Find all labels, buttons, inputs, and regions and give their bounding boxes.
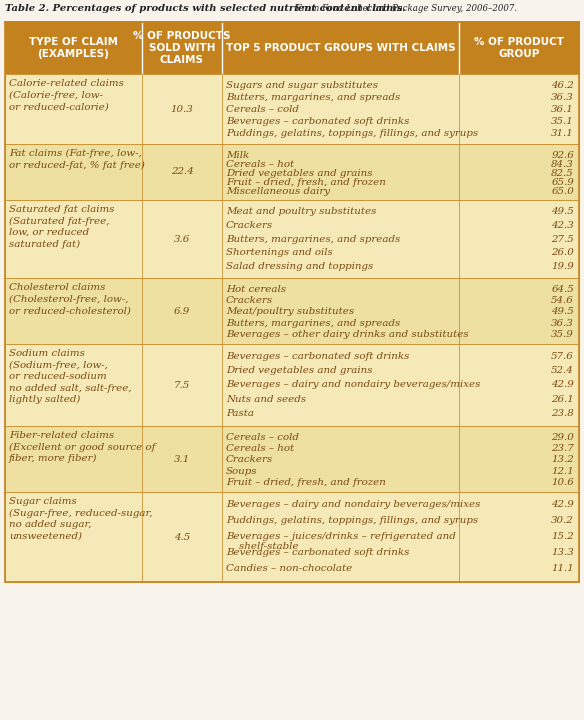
Text: Dried vegetables and grains: Dried vegetables and grains — [226, 169, 373, 178]
Text: Crackers: Crackers — [226, 456, 273, 464]
Text: Pasta: Pasta — [226, 409, 254, 418]
Text: % OF PRODUCTS
SOLD WITH
CLAIMS: % OF PRODUCTS SOLD WITH CLAIMS — [133, 31, 231, 65]
Text: Hot cereals: Hot cereals — [226, 285, 286, 294]
Text: 52.4: 52.4 — [551, 366, 574, 375]
Text: Sugars and sugar substitutes: Sugars and sugar substitutes — [226, 81, 378, 90]
Text: Candies – non-chocolate: Candies – non-chocolate — [226, 564, 352, 573]
Text: Milk: Milk — [226, 150, 249, 160]
Text: 36.3: 36.3 — [551, 93, 574, 102]
Text: 31.1: 31.1 — [551, 129, 574, 138]
Text: 65.9: 65.9 — [551, 179, 574, 187]
Text: Cereals – hot: Cereals – hot — [226, 444, 294, 453]
Text: 22.4: 22.4 — [171, 168, 193, 176]
Text: 82.5: 82.5 — [551, 169, 574, 178]
Text: Fiber-related claims
(Excellent or good source of
fiber, more fiber): Fiber-related claims (Excellent or good … — [9, 431, 155, 463]
Text: 19.9: 19.9 — [551, 262, 574, 271]
Text: TOP 5 PRODUCT GROUPS WITH CLAIMS: TOP 5 PRODUCT GROUPS WITH CLAIMS — [225, 43, 456, 53]
Text: 13.3: 13.3 — [551, 548, 574, 557]
Text: Meat and poultry substitutes: Meat and poultry substitutes — [226, 207, 376, 217]
Text: Crackers: Crackers — [226, 221, 273, 230]
Text: Beverages – other dairy drinks and substitutes: Beverages – other dairy drinks and subst… — [226, 330, 468, 339]
Text: Butters, margarines, and spreads: Butters, margarines, and spreads — [226, 235, 400, 243]
Bar — [5, 22, 579, 582]
Text: 84.3: 84.3 — [551, 160, 574, 169]
Text: 23.8: 23.8 — [551, 409, 574, 418]
Bar — [5, 426, 579, 492]
Text: Miscellaneous dairy: Miscellaneous dairy — [226, 187, 330, 197]
Text: 42.3: 42.3 — [551, 221, 574, 230]
Text: Cereals – cold: Cereals – cold — [226, 433, 299, 442]
Text: Beverages – carbonated soft drinks: Beverages – carbonated soft drinks — [226, 548, 409, 557]
Text: 65.0: 65.0 — [551, 187, 574, 197]
Text: 30.2: 30.2 — [551, 516, 574, 525]
Text: Beverages – carbonated soft drinks: Beverages – carbonated soft drinks — [226, 117, 409, 126]
Text: Fruit – dried, fresh, and frozen: Fruit – dried, fresh, and frozen — [226, 179, 386, 187]
Text: Meat/poultry substitutes: Meat/poultry substitutes — [226, 307, 354, 316]
Text: 11.1: 11.1 — [551, 564, 574, 573]
Text: 49.5: 49.5 — [551, 207, 574, 217]
Text: 42.9: 42.9 — [551, 500, 574, 509]
Text: 29.0: 29.0 — [551, 433, 574, 442]
Text: 54.6: 54.6 — [551, 296, 574, 305]
Text: 42.9: 42.9 — [551, 380, 574, 390]
Text: 36.1: 36.1 — [551, 105, 574, 114]
Text: % OF PRODUCT
GROUP: % OF PRODUCT GROUP — [474, 37, 564, 59]
Text: Dried vegetables and grains: Dried vegetables and grains — [226, 366, 373, 375]
Text: 10.6: 10.6 — [551, 478, 574, 487]
Text: 57.6: 57.6 — [551, 351, 574, 361]
Bar — [5, 74, 579, 144]
Text: Fruit – dried, fresh, and frozen: Fruit – dried, fresh, and frozen — [226, 478, 386, 487]
Text: 10.3: 10.3 — [171, 104, 193, 114]
Text: 12.1: 12.1 — [551, 467, 574, 476]
Text: Sodium claims
(Sodium-free, low-,
or reduced-sodium
no added salt, salt-free,
li: Sodium claims (Sodium-free, low-, or red… — [9, 349, 131, 404]
Text: 4.5: 4.5 — [174, 533, 190, 541]
Bar — [5, 200, 579, 278]
Text: 26.1: 26.1 — [551, 395, 574, 404]
Text: 36.3: 36.3 — [551, 319, 574, 328]
Text: 13.2: 13.2 — [551, 456, 574, 464]
Text: Fat claims (Fat-free, low-,
or reduced-fat, % fat free): Fat claims (Fat-free, low-, or reduced-f… — [9, 149, 145, 170]
Bar — [5, 492, 579, 582]
Text: Sugar claims
(Sugar-free, reduced-sugar,
no added sugar,
unsweetened): Sugar claims (Sugar-free, reduced-sugar,… — [9, 497, 152, 541]
Text: TYPE OF CLAIM
(EXAMPLES): TYPE OF CLAIM (EXAMPLES) — [29, 37, 118, 59]
Text: 27.5: 27.5 — [551, 235, 574, 243]
Text: Cereals – hot: Cereals – hot — [226, 160, 294, 169]
Text: 6.9: 6.9 — [174, 307, 190, 315]
Text: Cereals – cold: Cereals – cold — [226, 105, 299, 114]
Text: 3.1: 3.1 — [174, 454, 190, 464]
Bar — [5, 22, 579, 74]
Text: 7.5: 7.5 — [174, 380, 190, 390]
Text: Beverages – carbonated soft drinks: Beverages – carbonated soft drinks — [226, 351, 409, 361]
Text: 46.2: 46.2 — [551, 81, 574, 90]
Text: 15.2: 15.2 — [551, 532, 574, 541]
Text: Crackers: Crackers — [226, 296, 273, 305]
Text: 3.6: 3.6 — [174, 235, 190, 243]
Text: 35.1: 35.1 — [551, 117, 574, 126]
Text: Salad dressing and toppings: Salad dressing and toppings — [226, 262, 373, 271]
Text: 23.7: 23.7 — [551, 444, 574, 453]
Text: Table 2. Percentages of products with selected nutrient content claims.: Table 2. Percentages of products with se… — [5, 4, 406, 13]
Bar — [5, 144, 579, 200]
Text: Butters, margarines, and spreads: Butters, margarines, and spreads — [226, 93, 400, 102]
Bar — [5, 344, 579, 426]
Text: Saturated fat claims
(Saturated fat-free,
low, or reduced
saturated fat): Saturated fat claims (Saturated fat-free… — [9, 205, 114, 248]
Text: 92.6: 92.6 — [551, 150, 574, 160]
Text: 26.0: 26.0 — [551, 248, 574, 257]
Text: Beverages – dairy and nondairy beverages/mixes: Beverages – dairy and nondairy beverages… — [226, 380, 481, 390]
Text: From Food Label and Package Survey, 2006–2007.: From Food Label and Package Survey, 2006… — [293, 4, 517, 13]
Text: Beverages – juices/drinks – refrigerated and
    shelf-stable: Beverages – juices/drinks – refrigerated… — [226, 532, 456, 552]
Text: Shortenings and oils: Shortenings and oils — [226, 248, 333, 257]
Text: Butters, margarines, and spreads: Butters, margarines, and spreads — [226, 319, 400, 328]
Text: Puddings, gelatins, toppings, fillings, and syrups: Puddings, gelatins, toppings, fillings, … — [226, 129, 478, 138]
Text: 49.5: 49.5 — [551, 307, 574, 316]
Text: Beverages – dairy and nondairy beverages/mixes: Beverages – dairy and nondairy beverages… — [226, 500, 481, 509]
Text: Calorie-related claims
(Calorie-free, low-
or reduced-calorie): Calorie-related claims (Calorie-free, lo… — [9, 79, 124, 111]
Text: Nuts and seeds: Nuts and seeds — [226, 395, 306, 404]
Text: Soups: Soups — [226, 467, 258, 476]
Bar — [5, 278, 579, 344]
Text: Cholesterol claims
(Cholesterol-free, low-,
or reduced-cholesterol): Cholesterol claims (Cholesterol-free, lo… — [9, 283, 131, 315]
Text: 64.5: 64.5 — [551, 285, 574, 294]
Text: Puddings, gelatins, toppings, fillings, and syrups: Puddings, gelatins, toppings, fillings, … — [226, 516, 478, 525]
Text: 35.9: 35.9 — [551, 330, 574, 339]
